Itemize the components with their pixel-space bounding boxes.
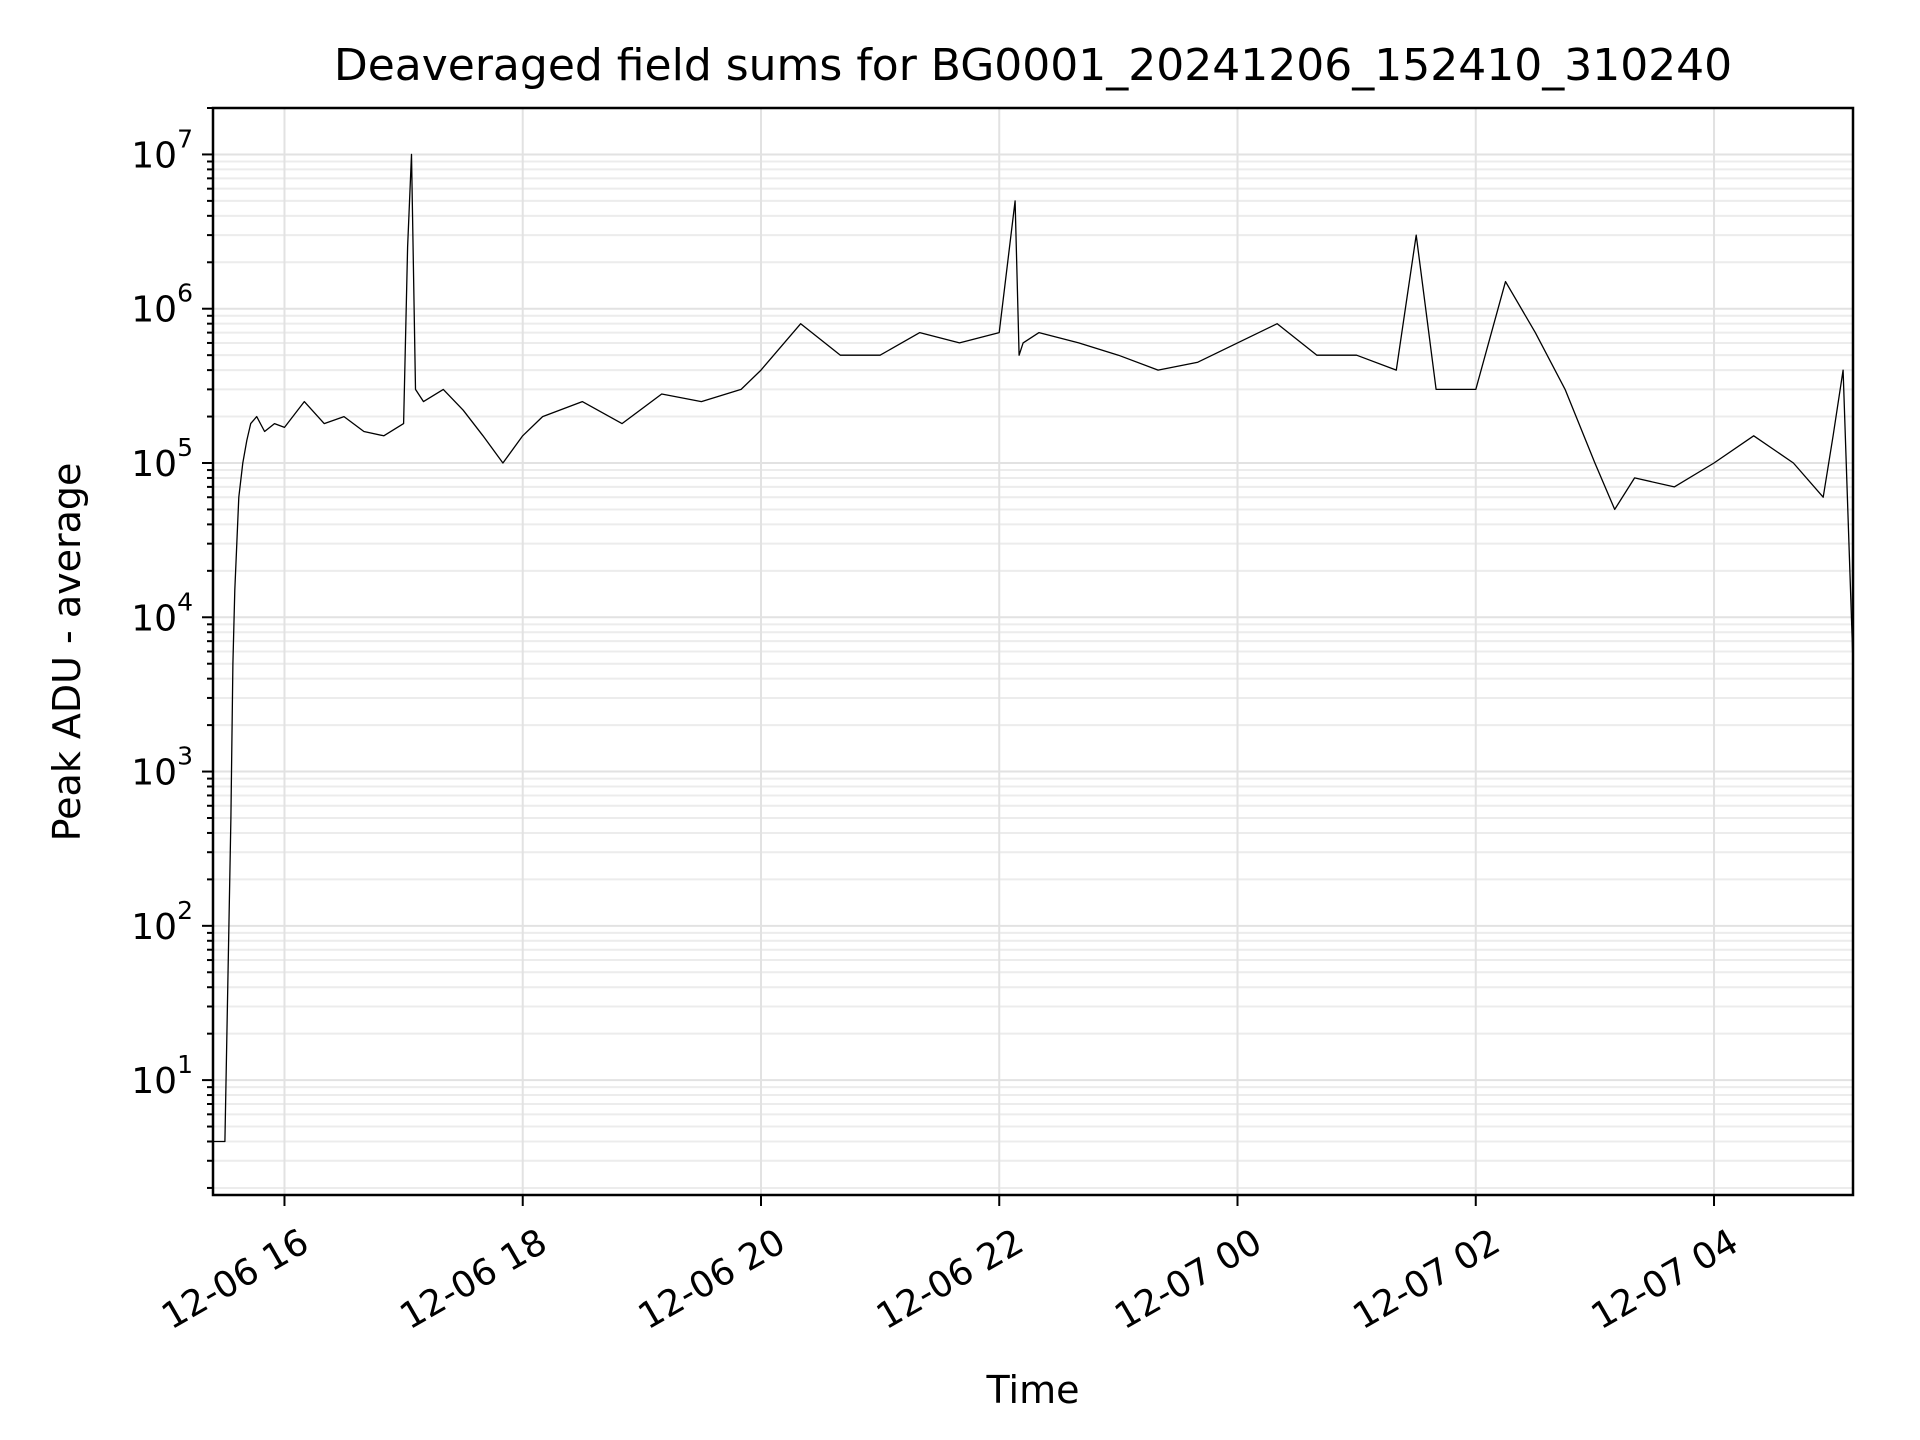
y-axis: 101 102 103 104 105 106 107 (131, 107, 213, 1189)
x-tick-label: 12-06 18 (393, 1221, 554, 1337)
x-tick-label: 12-07 04 (1585, 1221, 1746, 1337)
y-tick-label: 105 (131, 433, 193, 485)
x-axis-label: Time (986, 1368, 1080, 1412)
y-tick-label: 101 (131, 1050, 193, 1102)
y-tick-label: 103 (131, 742, 193, 794)
y-tick-label: 107 (131, 124, 193, 176)
x-tick-label: 12-07 00 (1108, 1221, 1269, 1337)
x-tick-label: 12-06 22 (870, 1221, 1031, 1337)
y-axis-label: Peak ADU - average (45, 463, 89, 842)
y-tick-label: 106 (131, 279, 193, 331)
chart-title: Deaveraged field sums for BG0001_2024120… (334, 40, 1732, 91)
plot-area (213, 153, 1854, 1143)
x-tick-label: 12-06 16 (155, 1221, 316, 1337)
x-tick-label: 12-07 02 (1346, 1221, 1507, 1337)
grid (213, 107, 1853, 1195)
x-tick-label: 12-06 20 (632, 1221, 793, 1337)
y-tick-label: 102 (131, 896, 193, 948)
x-axis: 12-06 16 12-06 18 12-06 20 12-06 22 12-07 00… (155, 1195, 1745, 1338)
y-tick-label: 104 (131, 587, 193, 639)
series-line (213, 153, 1854, 1143)
